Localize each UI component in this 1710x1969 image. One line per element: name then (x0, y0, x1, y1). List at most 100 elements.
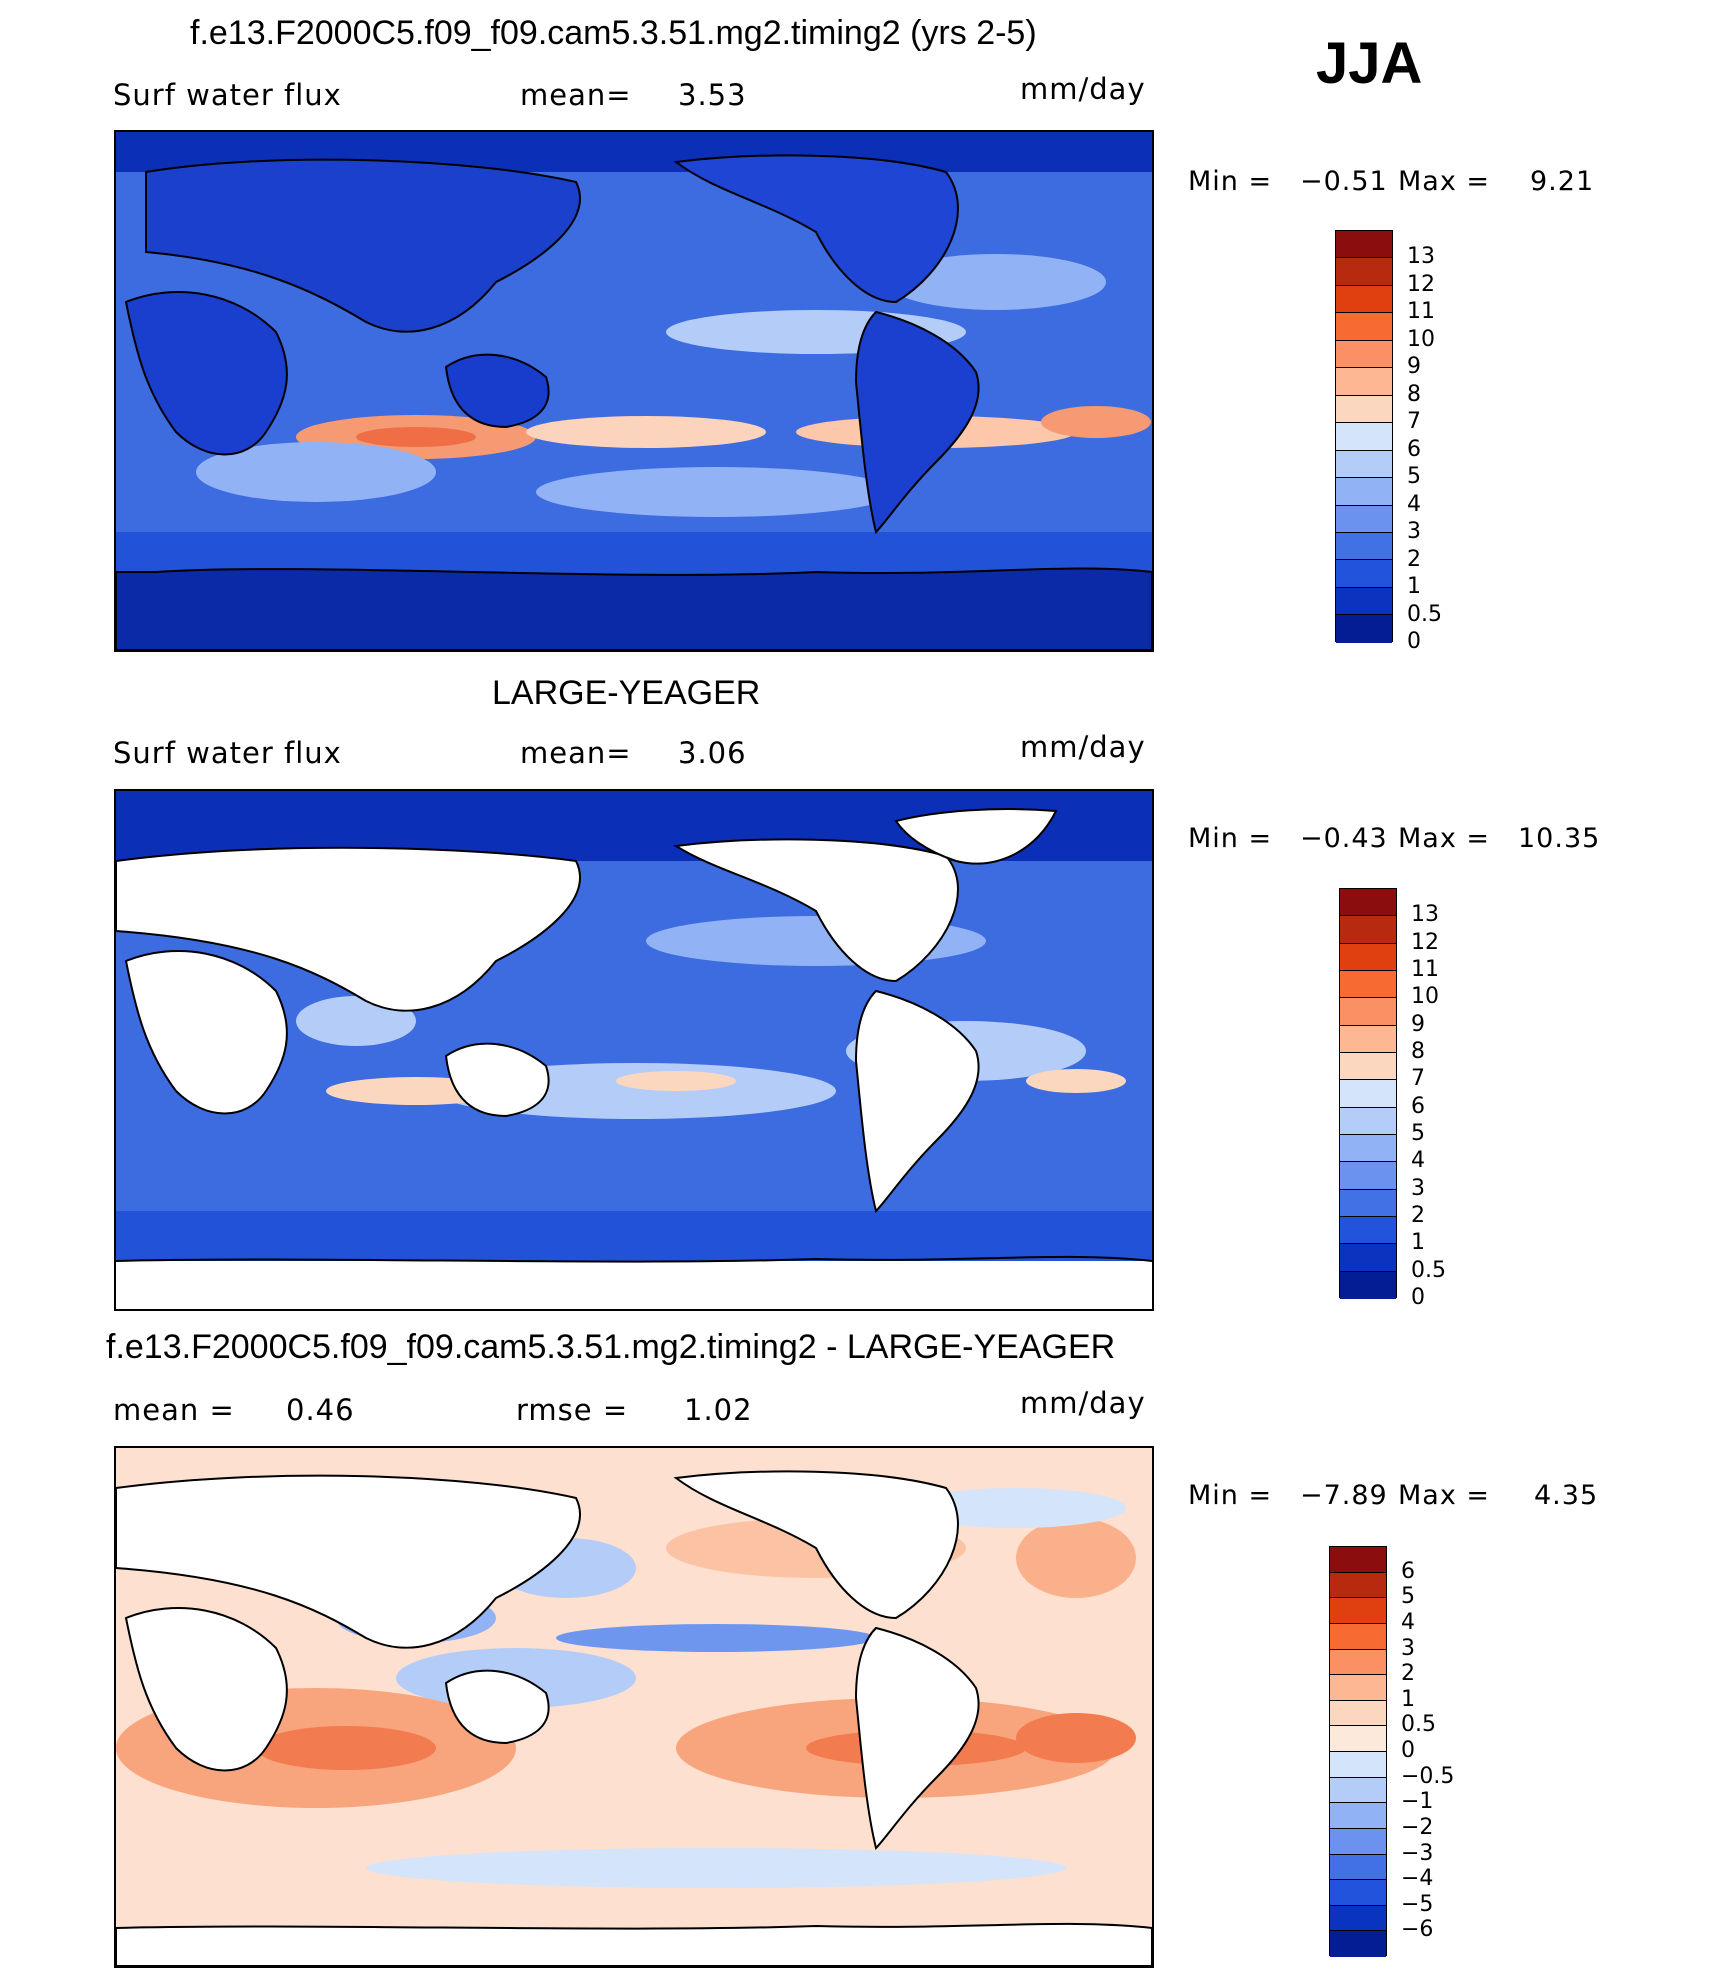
colorbar-tick-label: 9 (1407, 354, 1421, 380)
colorbar-swatch (1336, 532, 1392, 561)
colorbar-swatch (1336, 395, 1392, 424)
colorbar-tick-label: 2 (1401, 1661, 1415, 1687)
colorbar-tick-label: 0.5 (1407, 601, 1442, 627)
colorbar-tick-label: 5 (1401, 1584, 1415, 1610)
colorbar-tick-label: 2 (1407, 546, 1421, 572)
colorbar-tick-label: 4 (1401, 1609, 1415, 1635)
colorbar-tick-label: 1 (1407, 574, 1421, 600)
colorbar-swatch (1330, 1880, 1386, 1906)
panel2-max-value: 10.35 (1518, 823, 1601, 854)
colorbar-tick-label: −0.5 (1401, 1763, 1455, 1789)
panel3-title: f.e13.F2000C5.f09_f09.cam5.3.51.mg2.timi… (106, 1328, 1116, 1366)
colorbar-tick-label: −4 (1401, 1866, 1434, 1892)
colorbar-tick-label: 2 (1411, 1203, 1425, 1228)
panel1-variable-label: Surf water flux (113, 78, 342, 112)
colorbar-tick-label: 7 (1411, 1066, 1425, 1092)
panel1-max-value: 9.21 (1530, 166, 1595, 197)
colorbar-swatches (1339, 888, 1397, 1299)
colorbar-tick-label: 0 (1407, 629, 1421, 654)
colorbar-tick-label: 3 (1407, 519, 1421, 545)
colorbar-swatch (1340, 998, 1396, 1026)
panel1-title: f.e13.F2000C5.f09_f09.cam5.3.51.mg2.timi… (190, 14, 1037, 52)
panel2-variable-label: Surf water flux (113, 736, 342, 770)
panel3-map-svg (116, 1448, 1152, 1966)
colorbar-tick-label: 4 (1407, 491, 1421, 517)
colorbar-swatch (1330, 1649, 1386, 1676)
colorbar-tick-label: 8 (1407, 381, 1421, 407)
colorbar-swatch (1340, 889, 1396, 917)
colorbar-tick-label: 6 (1401, 1558, 1415, 1584)
panel3-min-value: −7.89 (1300, 1480, 1388, 1511)
panel1-min-label: Min = (1188, 166, 1273, 197)
panel1-map (114, 130, 1154, 652)
colorbar-tick-label: 3 (1401, 1635, 1415, 1661)
panel3-map (114, 1446, 1154, 1968)
colorbar-swatch (1336, 587, 1392, 616)
colorbar-swatch (1330, 1700, 1386, 1727)
colorbar-swatch (1330, 1905, 1386, 1932)
colorbar-swatch (1340, 970, 1396, 999)
panel2-map (114, 789, 1154, 1311)
colorbar-swatch (1336, 258, 1392, 286)
panel3-max-value: 4.35 (1534, 1480, 1599, 1511)
panel1-units: mm/day (1020, 72, 1146, 106)
colorbar-swatch (1330, 1931, 1386, 1957)
colorbar-swatch (1336, 285, 1392, 314)
colorbar-swatch (1330, 1777, 1386, 1804)
colorbar-swatch (1336, 340, 1392, 369)
colorbar-tick-label: −5 (1401, 1891, 1434, 1917)
colorbar-swatch (1330, 1726, 1386, 1752)
colorbar-swatch (1340, 1216, 1396, 1245)
colorbar-tick-label: 0.5 (1411, 1257, 1446, 1283)
panel2-units: mm/day (1020, 730, 1146, 764)
colorbar-swatch (1330, 1572, 1386, 1599)
colorbar-tick-label: 0 (1411, 1285, 1425, 1310)
panel2-min-label: Min = (1188, 823, 1273, 854)
colorbar-swatch (1340, 1271, 1396, 1299)
colorbar-swatch (1336, 505, 1392, 533)
colorbar-swatch (1336, 423, 1392, 451)
panel2-max-label: Max = (1398, 823, 1491, 854)
colorbar-swatch (1340, 1080, 1396, 1108)
colorbar-tick-label: 7 (1407, 409, 1421, 435)
colorbar-swatch (1330, 1547, 1386, 1573)
colorbar-tick-label: 10 (1411, 984, 1439, 1010)
colorbar-tick-label: 9 (1411, 1011, 1425, 1037)
colorbar-tick-label: 13 (1411, 902, 1439, 928)
panel1-colorbar: 13 12 11 10 9 8 7 6 5 4 3 2 1 0.5 0 (1335, 230, 1485, 654)
colorbar-swatch (1340, 1134, 1396, 1163)
colorbar-swatch (1340, 1244, 1396, 1272)
colorbar-tick-label: 3 (1411, 1175, 1425, 1201)
colorbar-tick-label: 4 (1411, 1148, 1425, 1174)
colorbar-swatches (1335, 230, 1393, 643)
colorbar-tick-label: 1 (1411, 1230, 1425, 1256)
panel3-mean-label: mean = (113, 1393, 235, 1427)
colorbar-tick-label: −6 (1401, 1917, 1434, 1943)
colorbar-tick-label: 0 (1401, 1738, 1415, 1763)
panel3-colorbar: 6 5 4 3 2 1 0.5 0 −0.5 −1 −2 −3 −4 −5 −6 (1329, 1546, 1489, 1957)
colorbar-swatch (1330, 1803, 1386, 1829)
colorbar-swatch (1336, 478, 1392, 506)
panel1-mean-value: 3.53 (678, 78, 747, 112)
colorbar-tick-label: 5 (1407, 464, 1421, 490)
panel2-colorbar: 13 12 11 10 9 8 7 6 5 4 3 2 1 0.5 0 (1339, 888, 1489, 1310)
colorbar-swatch (1336, 368, 1392, 396)
colorbar-tick-label: 0.5 (1401, 1712, 1436, 1738)
colorbar-swatch (1340, 1107, 1396, 1135)
colorbar-swatch (1336, 560, 1392, 588)
panel1-max-label: Max = (1398, 166, 1491, 197)
colorbar-swatch (1336, 615, 1392, 643)
colorbar-swatch (1330, 1854, 1386, 1881)
panel2-mean-label: mean= (520, 736, 632, 770)
colorbar-tick-label: 11 (1407, 299, 1435, 325)
panel3-mean-value: 0.46 (286, 1393, 355, 1427)
panel1-mean-label: mean= (520, 78, 632, 112)
colorbar-swatch (1330, 1623, 1386, 1650)
colorbar-tick-label: 10 (1407, 326, 1435, 352)
panel3-rmse-value: 1.02 (684, 1393, 753, 1427)
colorbar-swatch (1330, 1675, 1386, 1701)
panel2-map-svg (116, 791, 1152, 1309)
colorbar-swatch (1340, 1025, 1396, 1053)
panel3-max-label: Max = (1398, 1480, 1491, 1511)
colorbar-tick-label: −3 (1401, 1840, 1434, 1866)
